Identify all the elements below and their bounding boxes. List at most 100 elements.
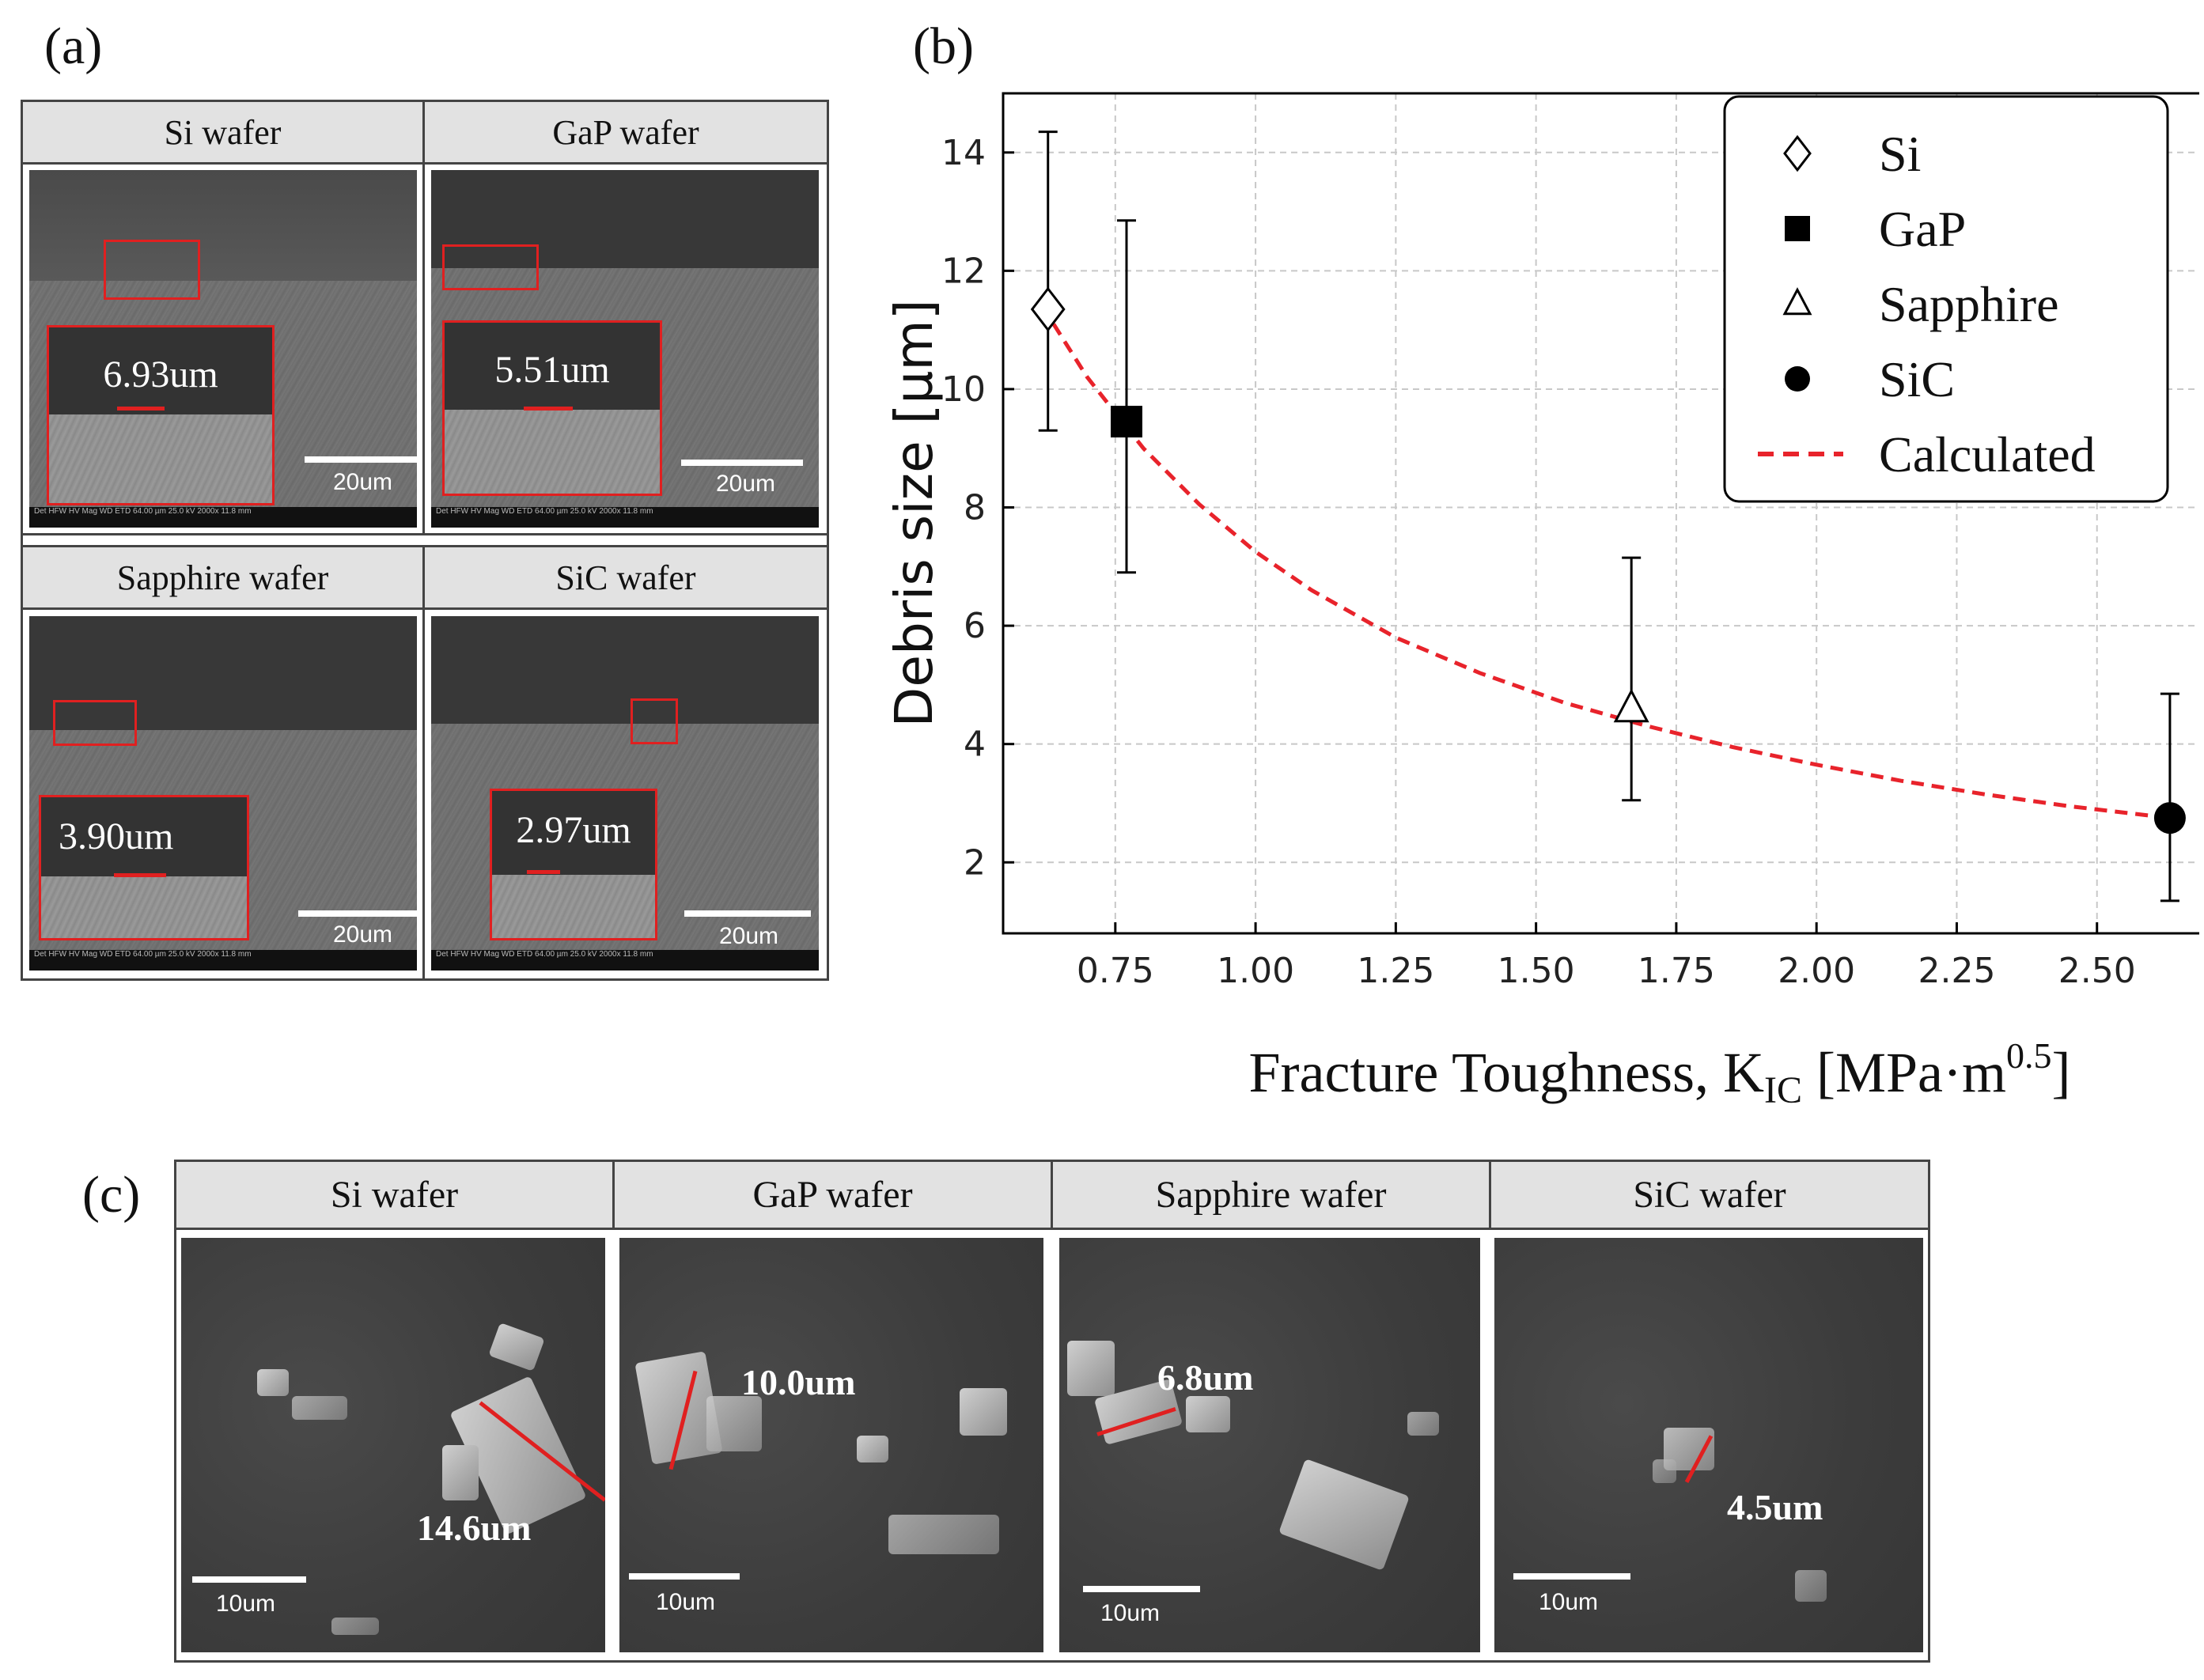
sem-image-gap-debris: 10.0um 10um bbox=[619, 1238, 1043, 1652]
zoom-inset: 5.51um bbox=[442, 320, 662, 496]
x-tick-label: 1.50 bbox=[1498, 951, 1575, 991]
x-tick-label: 2.00 bbox=[1778, 951, 1855, 991]
panel-a-title-gap: GaP wafer bbox=[425, 102, 827, 165]
panel-label-b: (b) bbox=[913, 17, 974, 75]
scale-label: 10um bbox=[656, 1589, 716, 1615]
panel-label-a: (a) bbox=[44, 17, 103, 75]
plot-frame bbox=[1002, 92, 2199, 935]
scale-bar bbox=[298, 910, 417, 917]
sem-info-bar: Det HFW HV Mag WD ETD 64.00 µm 25.0 kV 2… bbox=[29, 507, 417, 528]
sem-image-sapphire-debris: 6.8um 10um bbox=[1059, 1238, 1480, 1652]
measurement-line bbox=[117, 407, 165, 411]
sem-image-sic-edge: 2.97um 20um Det HFW HV Mag WD ETD 64.00 … bbox=[431, 616, 819, 971]
legend-label-si: Si bbox=[1879, 126, 1921, 182]
panel-label-c: (c) bbox=[82, 1166, 141, 1224]
panel-a-cell-sic: SiC wafer 2.97um 20um Det HFW HV Mag WD … bbox=[425, 545, 827, 978]
zoom-inset: 2.97um bbox=[490, 789, 657, 940]
data-points bbox=[1030, 131, 2186, 902]
measurement-label: 4.5um bbox=[1727, 1487, 1823, 1527]
zoom-region-box bbox=[53, 700, 137, 746]
zoom-inset: 6.93um bbox=[47, 325, 275, 505]
legend-label-gap: GaP bbox=[1879, 201, 1966, 257]
scale-bar bbox=[192, 1576, 306, 1583]
marker-sapphire bbox=[1613, 688, 1649, 723]
measurement-label: 10.0um bbox=[741, 1362, 856, 1402]
panel-c-title-sic: SiC wafer bbox=[1491, 1162, 1928, 1230]
legend-box bbox=[1723, 95, 2169, 503]
measurement-label: 6.8um bbox=[1157, 1357, 1254, 1398]
measurement-line bbox=[524, 407, 573, 411]
chart-axes: 0.75 1.00 1.25 1.50 1.75 2.00 2.25 2.50 2 4 6 8 10 12… bbox=[884, 92, 2199, 1107]
chart-legend: Si GaP Sapphire SiC Calculated bbox=[1723, 95, 2169, 503]
scale-label: 10um bbox=[1100, 1600, 1161, 1626]
scale-label: 20um bbox=[333, 469, 393, 495]
scale-label: 20um bbox=[333, 921, 393, 948]
legend-marker-si bbox=[1783, 134, 1812, 172]
sem-image-sapphire-edge: 3.90um 20um Det HFW HV Mag WD ETD 64.00 … bbox=[29, 616, 417, 971]
legend-label-sapphire: Sapphire bbox=[1879, 276, 2059, 332]
x-axis-label: Fracture Toughness, KIC [MPa·m0.5] bbox=[1249, 1035, 2071, 1107]
zoom-region-box bbox=[631, 698, 678, 744]
x-tick-label: 0.75 bbox=[1077, 951, 1154, 991]
zoom-region-box bbox=[442, 244, 539, 290]
sem-image-gap-edge: 5.51um 20um Det HFW HV Mag WD ETD 64.00 … bbox=[431, 170, 819, 528]
panel-c-title-sapphire: Sapphire wafer bbox=[1053, 1162, 1491, 1230]
panel-c-grid: Si wafer GaP wafer Sapphire wafer SiC wa… bbox=[174, 1160, 1930, 1663]
marker-si bbox=[1030, 286, 1066, 332]
x-tick-label: 1.00 bbox=[1217, 951, 1294, 991]
scale-bar bbox=[681, 460, 803, 466]
scale-label: 20um bbox=[716, 471, 776, 497]
marker-sic bbox=[2153, 802, 2186, 834]
panel-a-cell-gap: GaP wafer 5.51um 20um Det HFW HV Mag WD … bbox=[425, 102, 827, 535]
panel-a-title-sapphire: Sapphire wafer bbox=[23, 545, 422, 610]
panel-a-grid: Si wafer 6.93um 20um Det HFW HV Mag WD E… bbox=[21, 100, 829, 981]
debris-size-chart: 0.75 1.00 1.25 1.50 1.75 2.00 2.25 2.50 2 4 6 8 10 12… bbox=[884, 92, 2199, 1107]
marker-gap bbox=[1111, 406, 1142, 438]
calculated-curve-line bbox=[1051, 323, 2171, 820]
x-tick-label: 1.25 bbox=[1357, 951, 1434, 991]
x-tick-label: 2.50 bbox=[2058, 951, 2136, 991]
measurement-line bbox=[527, 870, 560, 874]
y-tick-label: 10 bbox=[941, 369, 986, 410]
sem-info-bar: Det HFW HV Mag WD ETD 64.00 µm 25.0 kV 2… bbox=[431, 507, 819, 528]
legend-label-calculated: Calculated bbox=[1879, 426, 2096, 482]
sem-info-bar: Det HFW HV Mag WD ETD 64.00 µm 25.0 kV 2… bbox=[431, 950, 819, 971]
y-tick-label: 6 bbox=[964, 606, 986, 646]
scale-bar bbox=[1083, 1586, 1200, 1592]
legend-marker-sic bbox=[1785, 366, 1810, 392]
y-tick-label: 2 bbox=[964, 842, 986, 883]
scale-bar bbox=[684, 910, 811, 917]
y-tick-label: 4 bbox=[964, 725, 986, 765]
x-tick-label: 1.75 bbox=[1638, 951, 1715, 991]
panel-a-cell-sapphire: Sapphire wafer 3.90um 20um Det HFW HV Ma… bbox=[23, 545, 425, 978]
sem-image-si-edge: 6.93um 20um Det HFW HV Mag WD ETD 64.00 … bbox=[29, 170, 417, 528]
measurement-label: 5.51um bbox=[494, 349, 610, 391]
scale-label: 10um bbox=[216, 1591, 276, 1617]
legend-marker-sapphire bbox=[1782, 287, 1812, 316]
panel-c-title-si: Si wafer bbox=[176, 1162, 615, 1230]
y-tick-label: 8 bbox=[964, 488, 986, 528]
x-tick-label: 2.25 bbox=[1918, 951, 1995, 991]
panel-a-title-sic: SiC wafer bbox=[425, 545, 827, 610]
sem-image-si-debris: 14.6um 10um bbox=[181, 1238, 605, 1652]
sem-image-sic-debris: 4.5um 10um bbox=[1494, 1238, 1923, 1652]
measurement-label: 6.93um bbox=[103, 354, 218, 395]
calculated-curve bbox=[1051, 323, 2171, 820]
measurement-label: 3.90um bbox=[59, 815, 174, 857]
panel-a-title-si: Si wafer bbox=[23, 102, 422, 165]
y-axis-label: Debris size [µm] bbox=[884, 300, 945, 728]
panel-c-title-gap: GaP wafer bbox=[615, 1162, 1053, 1230]
zoom-region-box bbox=[104, 240, 200, 300]
zoom-inset: 3.90um bbox=[39, 795, 249, 940]
measurement-label: 2.97um bbox=[516, 809, 631, 851]
legend-marker-gap bbox=[1785, 216, 1810, 241]
scale-label: 20um bbox=[719, 923, 779, 949]
measurement-label: 14.6um bbox=[417, 1508, 532, 1548]
scale-bar bbox=[1513, 1573, 1630, 1580]
scale-label: 10um bbox=[1539, 1589, 1599, 1615]
scale-bar bbox=[629, 1573, 740, 1580]
scale-bar bbox=[305, 456, 417, 463]
measurement-line bbox=[114, 873, 166, 877]
sem-info-bar: Det HFW HV Mag WD ETD 64.00 µm 25.0 kV 2… bbox=[29, 950, 417, 971]
panel-a-cell-si: Si wafer 6.93um 20um Det HFW HV Mag WD E… bbox=[23, 102, 425, 535]
